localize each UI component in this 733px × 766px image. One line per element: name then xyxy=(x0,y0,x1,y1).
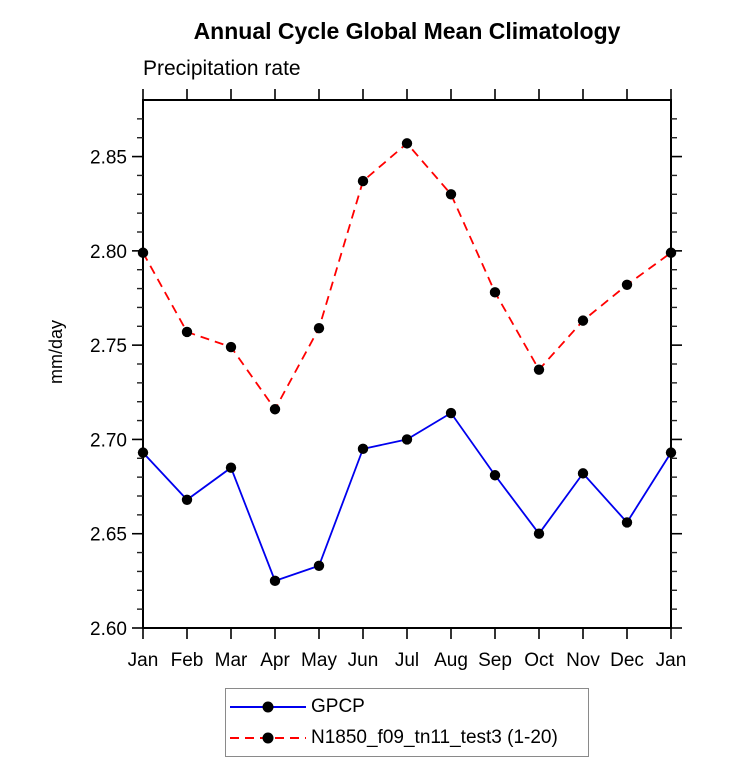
plot-frame xyxy=(142,99,672,629)
data-point-1 xyxy=(137,247,149,258)
x-tick-label: Jul xyxy=(395,650,419,671)
x-tick-label: Oct xyxy=(524,650,554,671)
data-point-0 xyxy=(137,447,149,458)
data-point-1 xyxy=(401,138,413,149)
x-tick-label: Jun xyxy=(348,650,379,671)
series-line-1 xyxy=(142,142,672,411)
data-point-0 xyxy=(621,517,633,528)
chart-subtitle: Precipitation rate xyxy=(143,57,301,80)
data-point-1 xyxy=(357,175,369,187)
x-tick-label: Nov xyxy=(566,650,600,671)
data-point-1 xyxy=(269,404,281,415)
data-point-1 xyxy=(533,364,545,375)
x-tick-label: Mar xyxy=(215,650,248,671)
plot-area: Jan Feb Mar Apr May Jun Jul Aug Sep Oct Nov Dec Jan2… xyxy=(90,89,687,671)
y-tick-label: 2.60 xyxy=(90,619,127,640)
data-point-0 xyxy=(577,468,589,479)
x-tick-label: Jan xyxy=(128,650,159,671)
y-tick-label: 2.75 xyxy=(90,336,127,357)
x-tick-label: Aug xyxy=(434,650,468,671)
data-point-1 xyxy=(225,341,237,353)
data-point-0 xyxy=(181,494,193,505)
data-point-1 xyxy=(445,189,457,200)
x-tick-label: Jan xyxy=(656,650,687,671)
data-point-0 xyxy=(401,434,413,445)
data-point-0 xyxy=(533,528,545,539)
x-tick-label: Sep xyxy=(478,650,512,671)
legend-label-model: N1850_f09_tn11_test3 (1-20) xyxy=(311,727,558,748)
legend-item-model: N1850_f09_tn11_test3 (1-20) xyxy=(229,726,588,750)
x-tick-label: Feb xyxy=(171,650,204,671)
y-tick-label: 2.80 xyxy=(90,242,127,263)
x-tick-label: May xyxy=(301,650,337,671)
data-point-1 xyxy=(665,247,677,258)
y-tick-label: 2.85 xyxy=(90,148,127,169)
data-point-1 xyxy=(181,326,193,338)
data-point-0 xyxy=(313,560,325,571)
data-point-1 xyxy=(489,287,501,298)
y-tick-label: 2.65 xyxy=(90,525,127,546)
data-point-0 xyxy=(489,470,501,481)
data-point-0 xyxy=(665,447,677,458)
legend: GPCP N1850_f09_tn11_test3 (1-20) xyxy=(225,688,589,757)
data-point-1 xyxy=(313,322,325,334)
y-tick-label: 2.70 xyxy=(90,430,127,451)
data-point-0 xyxy=(269,575,281,587)
data-point-1 xyxy=(577,315,589,326)
data-point-0 xyxy=(225,462,237,473)
data-point-1 xyxy=(621,279,633,290)
legend-line-dashed-icon xyxy=(230,732,306,744)
legend-item-gpcp: GPCP xyxy=(229,695,588,719)
legend-line-solid-icon xyxy=(230,701,306,713)
x-tick-label: Dec xyxy=(610,650,644,671)
data-point-0 xyxy=(357,443,369,455)
chart-title: Annual Cycle Global Mean Climatology xyxy=(193,18,621,44)
legend-label-gpcp: GPCP xyxy=(311,696,365,717)
x-tick-label: Apr xyxy=(260,650,290,671)
data-point-0 xyxy=(445,407,457,419)
